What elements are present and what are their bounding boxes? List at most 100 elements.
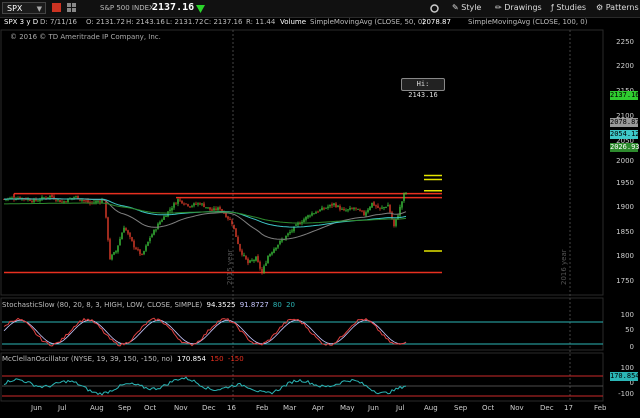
candle-body (119, 238, 121, 246)
mcc-tick: 0 (629, 379, 634, 387)
candle-body (101, 199, 103, 203)
candle-body (229, 218, 231, 220)
candle-body (299, 223, 301, 225)
volume-toggle[interactable]: Volume (280, 18, 307, 26)
stochastic-header: StochasticSlow (80, 20, 8, 3, HIGH, LOW,… (2, 301, 297, 309)
candle-body (331, 204, 333, 206)
candle-body (373, 202, 375, 206)
link-icon[interactable] (52, 3, 61, 12)
last-price: 2137.16 (152, 2, 195, 13)
candle-body (327, 206, 329, 208)
candle-body (89, 202, 91, 204)
toolbar: SPX ▼ S&P 500 INDEX 2137.16 ✎ Style ✏ Dr… (0, 0, 640, 18)
y-tick: 1850 (616, 228, 634, 236)
copyright-text: © 2016 © TD Ameritrade IP Company, Inc. (10, 33, 161, 41)
candle-body (49, 195, 51, 198)
stochastic-ob: 80 (272, 301, 282, 309)
candle-body (279, 241, 281, 245)
style-icon: ✎ (452, 3, 459, 12)
candle-body (183, 203, 185, 205)
candle-body (297, 223, 299, 225)
sma50-label[interactable]: SimpleMovingAvg (CLOSE, 50, 0) (310, 18, 426, 26)
candle-body (169, 209, 171, 212)
candle-body (261, 268, 263, 273)
x-tick: Nov (510, 404, 524, 412)
grid-icon[interactable] (66, 3, 76, 12)
candle-body (153, 229, 155, 235)
mcclellan-label[interactable]: McClellanOscillator (NYSE, 19, 39, 150, … (2, 355, 173, 363)
low-readout: L: 2131.72 (166, 18, 204, 26)
studies-label: Studies (556, 3, 587, 12)
candle-body (91, 202, 93, 204)
x-tick: Nov (174, 404, 188, 412)
year-marker: 2015 year (226, 249, 234, 285)
candle-body (249, 260, 251, 263)
stoch-tick: 100 (620, 311, 634, 319)
candle-body (361, 210, 363, 212)
candle-body (197, 203, 199, 205)
candle-body (167, 211, 169, 217)
y-tick: 1750 (616, 277, 634, 285)
symbol-selector[interactable]: SPX ▼ (2, 2, 46, 14)
price-pane-frame (0, 29, 604, 296)
candle-body (143, 251, 145, 255)
candle-body (391, 212, 393, 220)
candle-body (395, 219, 397, 226)
candle-body (213, 208, 215, 211)
candle-body (223, 211, 225, 214)
candle-body (387, 204, 389, 207)
candle-body (87, 200, 89, 203)
settings-icon[interactable] (430, 4, 439, 13)
candle-body (77, 195, 79, 200)
candle-body (163, 216, 165, 220)
candle-body (17, 198, 19, 200)
sma50-line (3, 198, 407, 240)
candle-body (69, 198, 71, 200)
style-button[interactable]: ✎ Style (452, 3, 481, 12)
candle-body (9, 197, 11, 200)
stochastic-label[interactable]: StochasticSlow (80, 20, 8, 3, HIGH, LOW,… (2, 301, 203, 309)
mcclellan-value: 170.854 (177, 355, 206, 363)
stoch-tick: 0 (629, 343, 634, 351)
candle-body (149, 237, 151, 242)
candle-body (403, 193, 405, 201)
drawings-button[interactable]: ✏ Drawings (495, 3, 542, 12)
stochastic-k-line (3, 317, 407, 347)
candle-body (45, 197, 47, 199)
y-tick: 1900 (616, 203, 634, 211)
mcclellan-tag: 170.854 (610, 372, 640, 381)
x-tick: Jun (368, 404, 379, 412)
candle-body (209, 207, 211, 210)
close-readout: C: 2137.16 (204, 18, 243, 26)
candle-body (285, 235, 287, 239)
candle-body (55, 199, 57, 201)
mcc-tick: -100 (618, 390, 634, 398)
candle-body (113, 252, 115, 255)
candle-body (137, 249, 139, 251)
sma50-tag: 2078.87 (610, 118, 640, 127)
y-tick: 1800 (616, 252, 634, 260)
x-tick: Oct (482, 404, 495, 412)
candle-body (75, 196, 77, 198)
candle-body (399, 206, 401, 216)
stochastic-d-line (3, 319, 407, 345)
candle-body (57, 199, 59, 201)
stochastic-os: 20 (286, 301, 295, 309)
candle-body (335, 203, 337, 208)
candle-body (123, 227, 125, 233)
candle-body (243, 254, 245, 256)
candle-body (5, 199, 7, 201)
candle-body (393, 218, 395, 227)
sma100-label[interactable]: SimpleMovingAvg (CLOSE, 100, 0) (468, 18, 588, 26)
candle-body (389, 204, 391, 213)
candle-body (375, 205, 377, 207)
candle-body (47, 197, 49, 199)
candle-body (281, 239, 283, 242)
candle-body (185, 203, 187, 205)
patterns-button[interactable]: ⚙ Patterns (596, 3, 639, 12)
candle-body (51, 195, 53, 198)
candle-body (363, 211, 365, 215)
studies-button[interactable]: ƒ Studies (551, 3, 586, 12)
mcclellan-header: McClellanOscillator (NYSE, 19, 39, 150, … (2, 355, 246, 363)
candle-body (61, 201, 63, 203)
